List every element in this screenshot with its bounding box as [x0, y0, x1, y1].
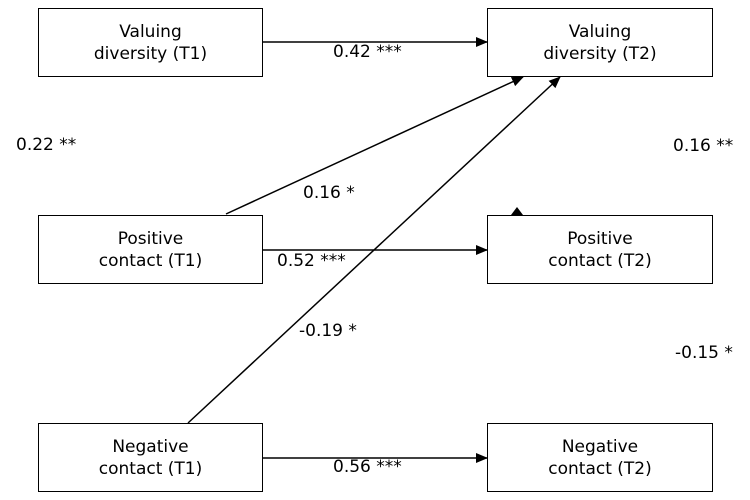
node-positive-contact-t1: Positive contact (T1) — [38, 215, 263, 284]
node-line: Valuing — [568, 21, 632, 42]
correlation-t2-pc-nc: -0.15 * — [675, 343, 733, 363]
arrow-pc1-vd2 — [225, 76, 524, 215]
node-line: contact (T1) — [98, 458, 203, 479]
path-coefficient-pc1-pc2: 0.52 *** — [277, 251, 346, 271]
path-coefficient-vd1-vd2: 0.42 *** — [333, 42, 402, 62]
node-negative-contact-t2: Negative contact (T2) — [487, 423, 713, 492]
path-coefficient-pc1-vd2: 0.16 * — [303, 183, 355, 203]
node-line: Negative — [561, 436, 639, 457]
correlation-t1-vd-pc: 0.22 ** — [16, 135, 77, 155]
correlation-t2-vd-pc: 0.16 ** — [673, 136, 734, 156]
node-line: diversity (T1) — [93, 43, 208, 64]
node-valuing-diversity-t1: Valuing diversity (T1) — [38, 8, 263, 77]
node-line: diversity (T2) — [543, 43, 657, 64]
node-line: Positive — [567, 228, 633, 249]
node-line: contact (T2) — [548, 250, 652, 271]
node-negative-contact-t1: Negative contact (T1) — [38, 423, 263, 492]
node-line: Negative — [112, 436, 189, 457]
node-valuing-diversity-t2: Valuing diversity (T2) — [487, 8, 713, 77]
path-coefficient-nc1-nc2: 0.56 *** — [333, 457, 402, 477]
node-positive-contact-t2: Positive contact (T2) — [487, 215, 713, 284]
path-coefficient-nc1-vd2: -0.19 * — [299, 321, 357, 341]
arrowhead-stub-pc2 — [511, 207, 523, 215]
node-line: contact (T1) — [98, 250, 203, 271]
node-line: Positive — [117, 228, 184, 249]
node-line: Valuing — [119, 21, 182, 42]
node-line: contact (T2) — [548, 458, 652, 479]
